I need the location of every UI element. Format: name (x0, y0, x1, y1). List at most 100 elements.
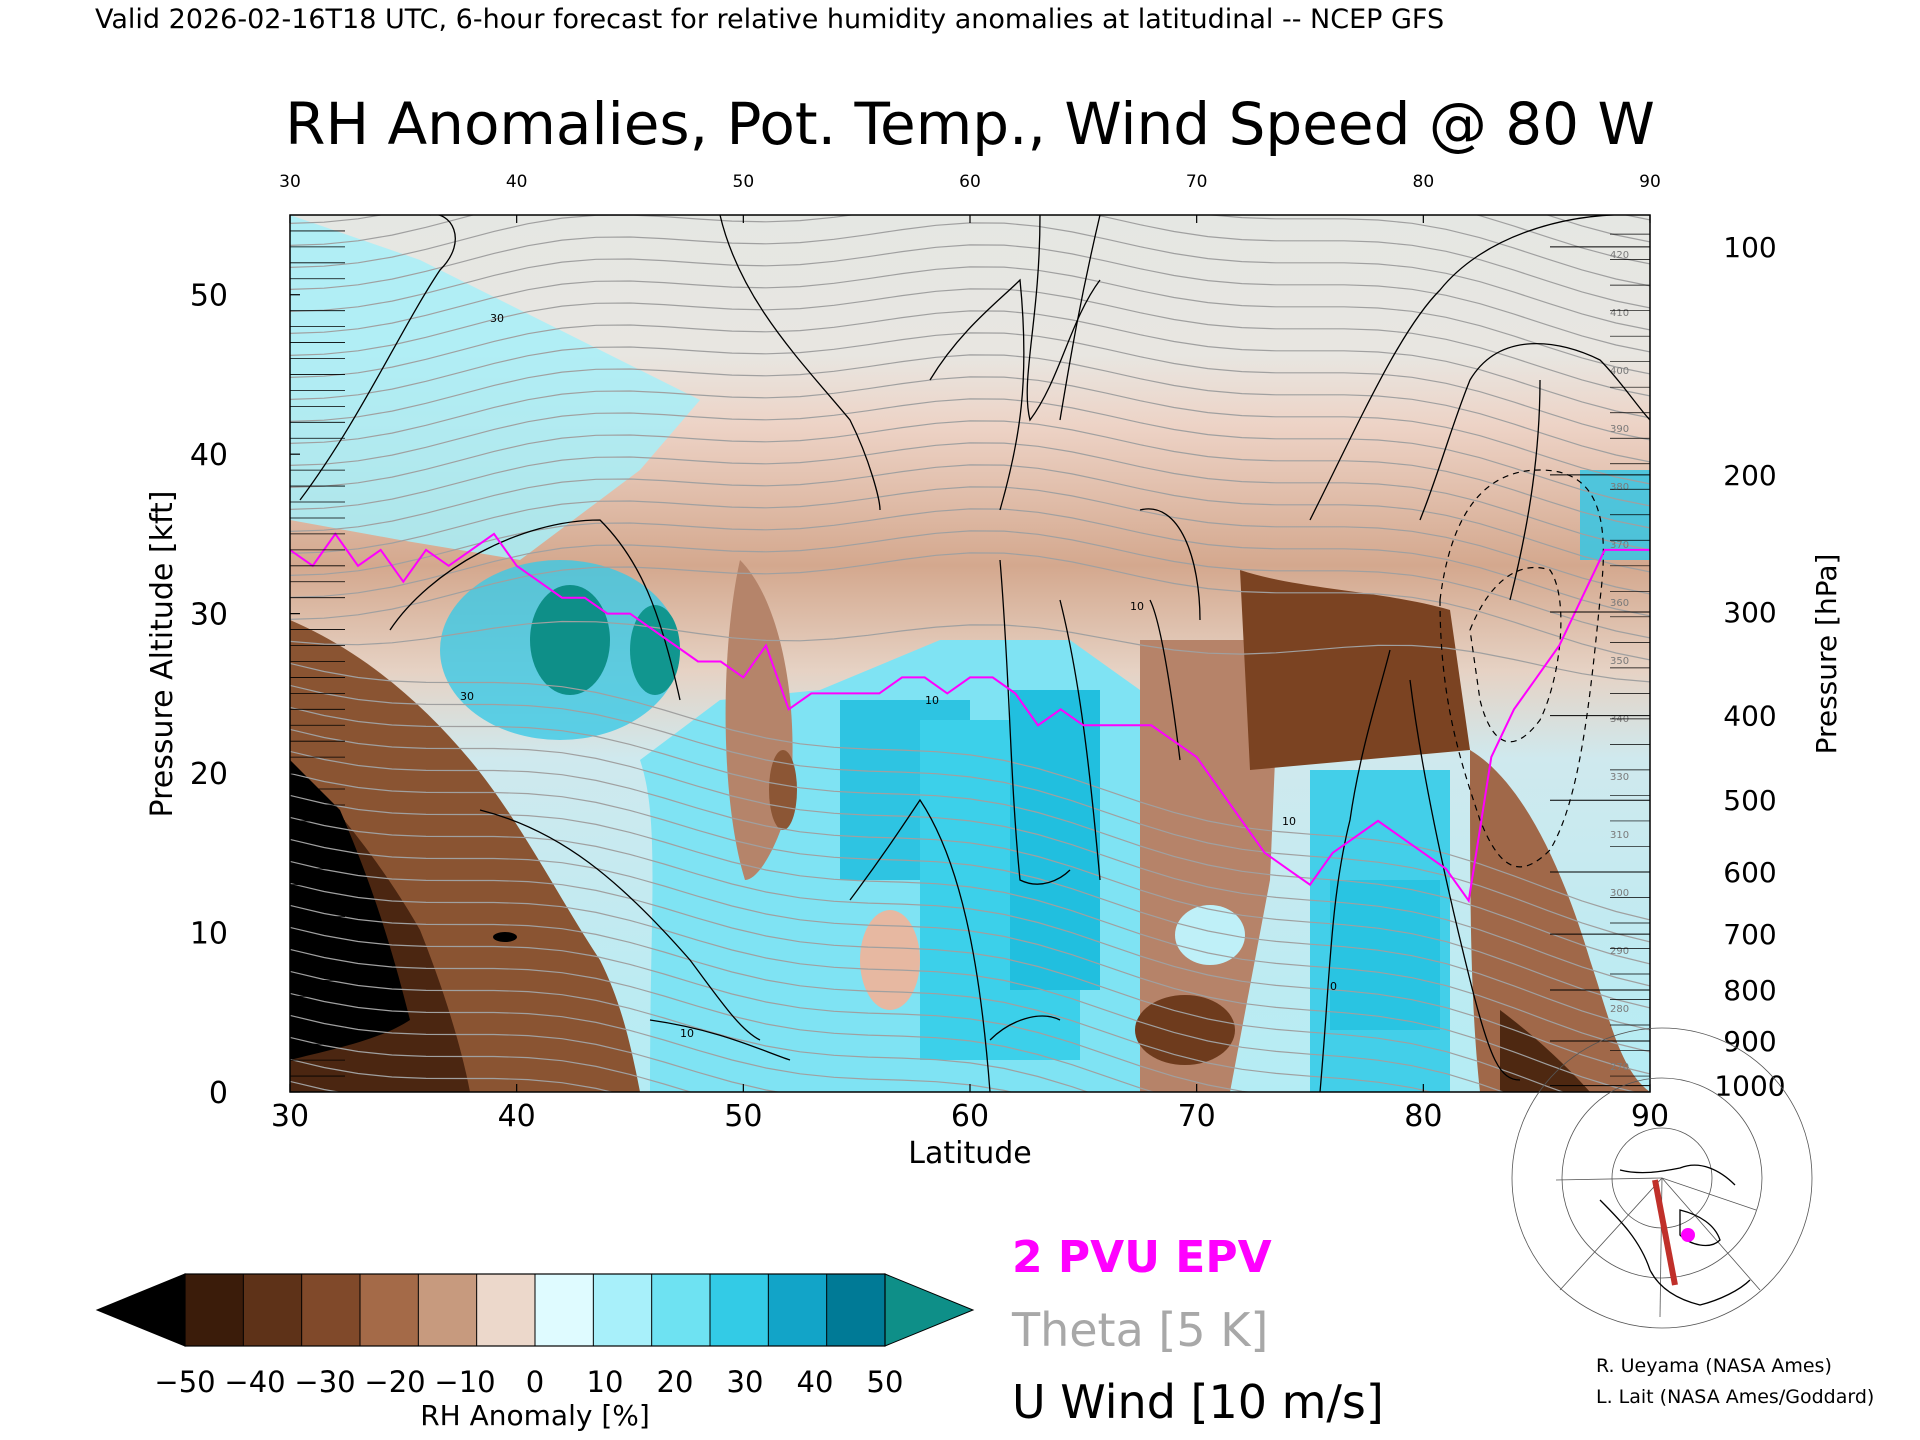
wind-label: 10 (1282, 815, 1296, 828)
wind-label: 10 (1130, 600, 1144, 613)
theta-contour-line (290, 882, 1505, 1092)
theta-label: 360 (1610, 598, 1629, 609)
y-tick-label: 10 (190, 917, 228, 952)
x-tick-label-top: 90 (1639, 172, 1661, 192)
theta-contour-line (290, 530, 1650, 639)
theta-label: 350 (1610, 656, 1629, 667)
wind-label: 30 (490, 312, 504, 325)
colorbar-under-arrow (95, 1273, 186, 1347)
theta-contour-line (290, 772, 1650, 1031)
theta-label: 280 (1610, 1004, 1629, 1015)
pressure-tick-label: 900 (1723, 1025, 1776, 1058)
valid-line: Valid 2026-02-16T18 UTC, 6-hour forecast… (95, 4, 1444, 35)
y-tick-label: 50 (190, 279, 228, 314)
colorbar-segment (476, 1274, 536, 1346)
colorbar-tick-label: −30 (294, 1365, 355, 1399)
wind-label: 10 (680, 1027, 694, 1040)
theta-contour-line (290, 794, 1650, 1053)
colorbar-segment (360, 1274, 419, 1346)
theta-contour-line (290, 838, 1637, 1092)
u-wind-contours: 10 30 30 10 10 0 10 (299, 215, 1650, 1092)
pressure-axis-right: 100 200 300 400 500 600 700 800 900 1000 (1550, 231, 1786, 1103)
theta-contour-line (290, 620, 1650, 683)
theta-contour-line (290, 376, 1650, 485)
x-tick-label-top: 60 (959, 172, 981, 192)
pressure-tick-label: 300 (1723, 596, 1776, 629)
pressure-axis-label: Pressure [hPa] (1810, 554, 1843, 755)
theta-label: 290 (1610, 946, 1629, 957)
x-tick-label-top: 70 (1186, 172, 1208, 192)
theta-contour-line (290, 816, 1650, 1075)
theta-contour-line (290, 1036, 693, 1092)
theta-contour-line (290, 948, 1156, 1092)
theta-contour-line (290, 354, 1650, 463)
theta-label: 370 (1610, 540, 1629, 551)
x-tick-label: 50 (724, 1099, 762, 1134)
theta-label: 410 (1610, 308, 1629, 319)
theta-contour-line (290, 970, 1090, 1092)
theta-label: 300 (1610, 888, 1629, 899)
colorbar-tick-label: 50 (867, 1365, 904, 1399)
theta-contour-line (290, 684, 1650, 943)
theta-contour-line (290, 442, 1650, 551)
theta-contour-line (290, 860, 1565, 1092)
colorbar-segment (593, 1274, 653, 1346)
y-tick-label: 20 (190, 757, 228, 792)
colorbar-frame (184, 1273, 886, 1347)
colorbar-tick-label: −50 (154, 1365, 215, 1399)
colorbar-segment (826, 1274, 886, 1346)
colorbar-segment (768, 1274, 828, 1346)
y-axis-label: Pressure Altitude [kft] (145, 491, 180, 818)
y-tick-label: 30 (190, 598, 228, 633)
credit-line-2: L. Lait (NASA Ames/Goddard) (1596, 1386, 1874, 1408)
colorbar-tick-label: 20 (657, 1365, 694, 1399)
wind-label: 30 (460, 690, 474, 703)
colorbar-tick-label: 30 (727, 1365, 764, 1399)
colorbar-segment (651, 1274, 711, 1346)
colorbar-over-arrow (884, 1273, 975, 1347)
pressure-tick-label: 800 (1723, 974, 1776, 1007)
x-tick-label: 40 (498, 1099, 536, 1134)
theta-contours: 2702802903003103303403503603703803904004… (290, 215, 1650, 1092)
x-axis-top: 30 40 50 60 70 80 90 (279, 172, 1661, 223)
colorbar-tick-label: 40 (797, 1365, 834, 1399)
pressure-tick-label: 1000 (1714, 1070, 1785, 1103)
colorbar-segment (243, 1274, 303, 1346)
theta-contour-line (290, 215, 1650, 309)
y-axis-left: 0 10 20 30 40 50 (190, 214, 345, 1111)
x-axis-bottom: 30 40 50 60 70 80 90 (271, 1084, 1669, 1134)
colorbar-tick-label: −40 (224, 1365, 285, 1399)
legend-u-wind: U Wind [10 m/s] (1012, 1375, 1384, 1429)
theta-contour-line (290, 926, 1253, 1092)
x-tick-label: 80 (1404, 1099, 1442, 1134)
colorbar-segment (301, 1274, 361, 1346)
theta-label: 390 (1610, 424, 1629, 435)
theta-label: 420 (1610, 250, 1629, 261)
colorbar-segment (710, 1274, 769, 1346)
pressure-tick-label: 500 (1723, 784, 1776, 817)
theta-contour-line (290, 750, 1650, 1009)
wind-label: 0 (1330, 980, 1337, 993)
theta-contour-line (290, 310, 1650, 419)
theta-contour-line (290, 706, 1650, 965)
colorbar-tick-label: −10 (434, 1365, 495, 1399)
pv2-tropopause-line (290, 532, 1650, 904)
theta-contour-line (290, 1014, 782, 1092)
wind-label: 10 (925, 694, 939, 707)
x-tick-label: 90 (1631, 1099, 1669, 1134)
theta-contour-line (290, 266, 1650, 375)
theta-label: 270 (1610, 1062, 1629, 1073)
theta-label: 380 (1610, 482, 1629, 493)
colorbar: −50 −40 −30 −20 −10 0 10 20 30 40 50 (95, 1273, 975, 1399)
polar-stereographic-map-icon (1511, 1027, 1813, 1329)
theta-contour-line (290, 508, 1650, 617)
theta-contour-line (290, 288, 1650, 397)
theta-contour-line (290, 552, 1650, 661)
theta-contour-line (290, 398, 1650, 507)
colorbar-tick-label: −20 (364, 1365, 425, 1399)
x-tick-label: 70 (1178, 1099, 1216, 1134)
legend-theta: Theta [5 K] (1011, 1303, 1268, 1357)
pressure-tick-label: 100 (1723, 231, 1776, 264)
theta-contour-line (290, 662, 1650, 921)
